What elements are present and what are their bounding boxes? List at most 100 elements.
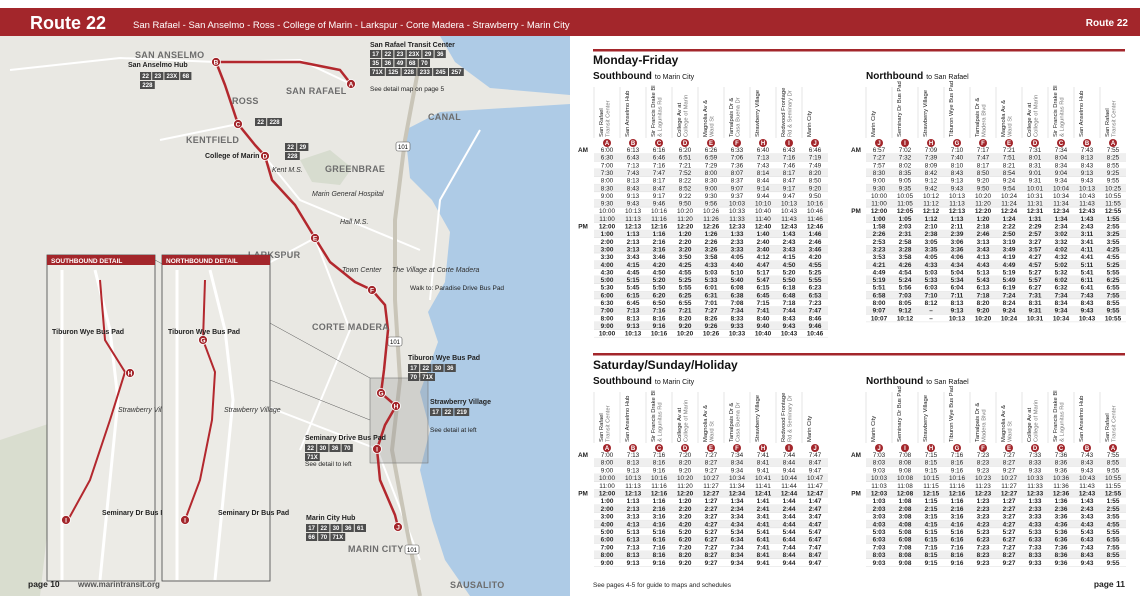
time: 3:41 (757, 514, 770, 521)
time: 3:47 (809, 514, 822, 521)
time: 4:43 (1081, 521, 1094, 528)
time: 11:05 (897, 201, 913, 208)
time: 5:16 (653, 529, 666, 536)
time: 3:16 (951, 514, 964, 521)
time: 10:03 (871, 475, 887, 482)
time: 6:27 (705, 537, 718, 544)
time: 1:55 (1107, 498, 1120, 505)
row-stripe (594, 321, 828, 330)
row-stripe (866, 214, 1126, 223)
route-number: 23 (154, 74, 161, 80)
time: 10:15 (923, 475, 939, 482)
column-header: Tamalpais Dr & (975, 98, 981, 137)
time: 11:33 (729, 216, 745, 223)
time: 5:33 (1029, 529, 1042, 536)
time: 3:33 (731, 246, 744, 253)
column-header: College of Marin (684, 95, 690, 137)
time: 6:27 (1029, 285, 1042, 292)
column-header: San Anselmo Hub (625, 396, 631, 442)
column-header: Marin City (871, 416, 877, 442)
time: 2:41 (757, 506, 770, 513)
time: 9:13 (627, 193, 640, 200)
time: 10:47 (807, 475, 823, 482)
time: 9:16 (653, 323, 666, 330)
stop-name: Tiburon Wye Bus Pad (408, 355, 480, 362)
route-box (329, 444, 341, 452)
time: 3:46 (809, 246, 822, 253)
row-stripe (866, 153, 1126, 162)
row-stripe (594, 184, 828, 192)
time: 7:27 (705, 452, 718, 459)
time: 6:26 (705, 147, 718, 154)
time: 6:03 (925, 285, 938, 292)
time: 12:13 (625, 491, 642, 498)
route-box (406, 50, 422, 58)
title: Route 22 (30, 13, 106, 33)
time: 8:10 (951, 162, 964, 169)
time: 2:08 (899, 506, 912, 513)
time: 7:47 (653, 170, 666, 177)
time: 5:25 (1107, 262, 1120, 269)
time: 4:11 (1081, 246, 1094, 253)
map: 101 101 101 SAN ANSELMO ROSS SAN RAFAEL … (0, 36, 570, 597)
time: 9:35 (899, 185, 912, 192)
column-header: & Lagunitas Rd (1060, 97, 1066, 137)
route-box (318, 524, 330, 532)
time: 11:55 (1105, 483, 1121, 490)
time: 7:24 (1003, 292, 1016, 299)
time: 5:34 (951, 277, 964, 284)
time: 8:55 (1107, 300, 1120, 307)
time: 9:13 (627, 467, 640, 474)
row-stripe (594, 199, 828, 208)
inset-title: NORTHBOUND DETAIL (166, 258, 238, 265)
time: 9:44 (783, 467, 796, 474)
stop-letter: B (631, 141, 636, 147)
inset-label: Tiburon Wye Bus Pad (168, 329, 240, 336)
page-number: page 10 (28, 579, 60, 589)
time: 3:34 (731, 514, 744, 521)
time: 10:43 (1079, 475, 1095, 482)
time: 7:27 (705, 544, 718, 551)
time: 9:25 (1107, 170, 1120, 177)
time: 8:27 (705, 552, 718, 559)
stop-marker (367, 285, 377, 295)
time: 6:08 (731, 285, 744, 292)
time: 9:15 (925, 467, 938, 474)
time: 1:24 (1003, 216, 1016, 223)
time: 11:43 (781, 216, 797, 223)
time: 7:13 (627, 308, 640, 315)
time: 12:55 (1105, 208, 1122, 215)
stop-letter: D (683, 141, 688, 147)
time: 1:16 (653, 498, 666, 505)
period: AM (851, 147, 861, 154)
time: 8:33 (1029, 460, 1042, 467)
time: 10:00 (599, 208, 615, 215)
time: 8:55 (1107, 460, 1120, 467)
time: 8:23 (977, 552, 990, 559)
column-header: Madera Blvd (982, 409, 988, 442)
route-box (318, 533, 330, 541)
time: 7:47 (809, 452, 822, 459)
stop-note: See detail to left (305, 461, 352, 468)
time: 1:03 (873, 498, 886, 505)
time: 9:04 (1055, 170, 1068, 177)
route-number: 125 (388, 70, 399, 76)
time: 3:36 (951, 246, 964, 253)
time: 10:40 (755, 331, 772, 338)
website: www.marintransit.org (77, 580, 160, 589)
time: 11:31 (1027, 201, 1043, 208)
column-header: Casa Buena Dr (736, 402, 742, 442)
time: 8:20 (809, 170, 822, 177)
time: 8:36 (1055, 460, 1068, 467)
time: 11:12 (923, 201, 939, 208)
time: 12:43 (1079, 208, 1096, 215)
time: 7:00 (601, 452, 614, 459)
time: 9:13 (627, 560, 640, 567)
destination: to San Rafael (926, 74, 969, 81)
stop-marker (310, 233, 320, 243)
time: 8:47 (653, 185, 666, 192)
time: 12:40 (755, 224, 772, 231)
time: 2:33 (731, 239, 744, 246)
column-header: Transit Center (606, 100, 612, 137)
time: 7:36 (1055, 452, 1068, 459)
